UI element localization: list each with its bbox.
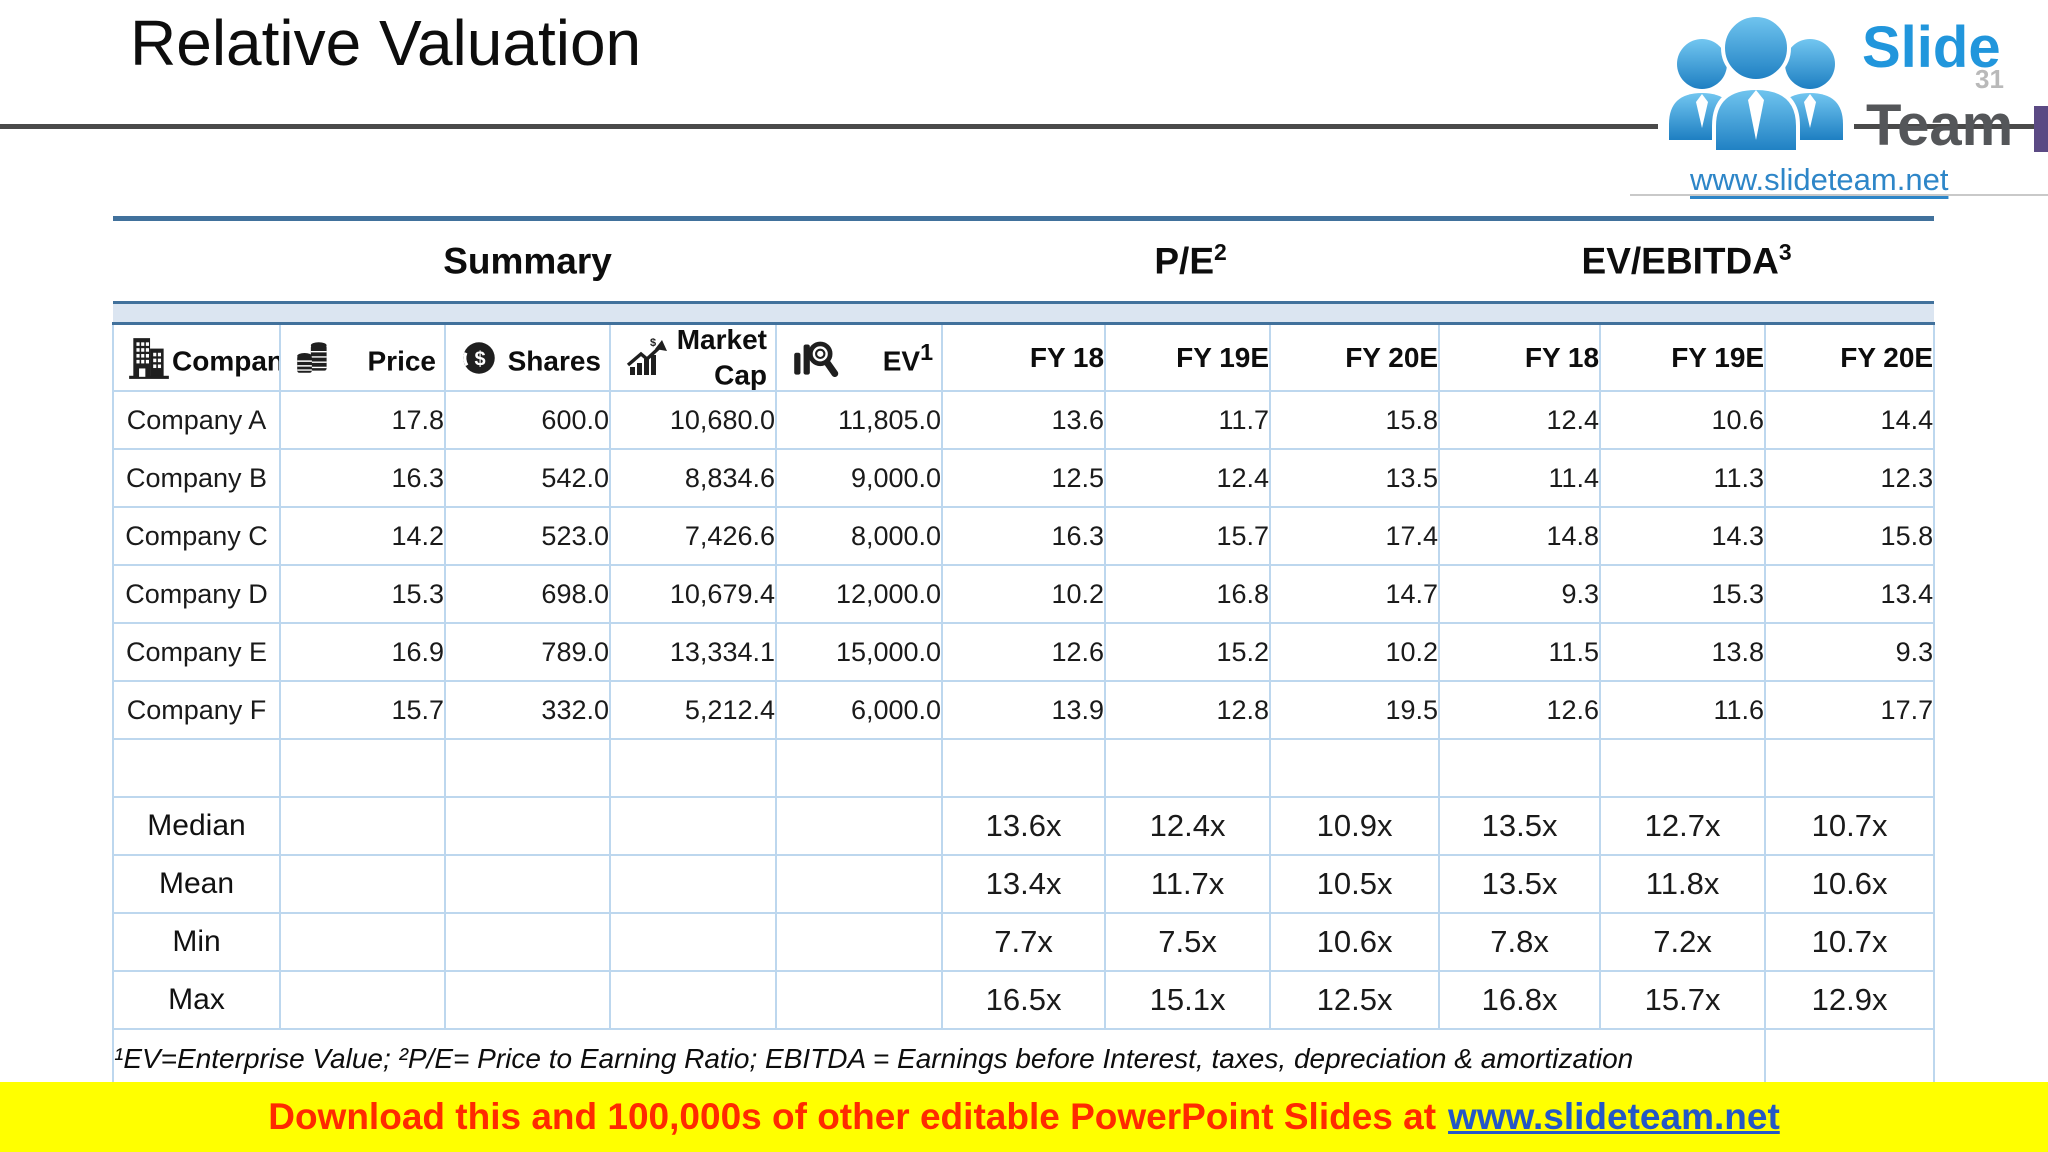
col-shares-label: Shares (507, 345, 601, 377)
company-name: Company E (112, 622, 281, 683)
growth-chart-icon: $ (623, 336, 673, 380)
section-header-row: Summary P/E2 EV/EBITDA3 (113, 216, 1935, 304)
company-name: Company B (112, 448, 281, 509)
footnote-row: ¹EV=Enterprise Value; ²P/E= Price to Ear… (111, 1028, 1936, 1091)
stat-row-min: Min 7.7x 7.5x 10.6x 7.8x 7.2x 10.7x (112, 912, 1936, 973)
col-market-cap: $ Market Cap (609, 322, 777, 393)
col-ev-label: EV1 (882, 338, 934, 377)
promo-banner-text: Download this and 100,000s of other edit… (268, 1096, 1437, 1137)
stat-row-max: Max 16.5x 15.1x 12.5x 16.8x 15.7x 12.9x (112, 970, 1936, 1031)
company-name: Company A (112, 390, 281, 451)
team-people-icon (1658, 8, 1854, 165)
table-row: Company B 16.3 542.0 8,834.6 9,000.0 12.… (112, 448, 1936, 509)
svg-text:$: $ (650, 337, 656, 349)
slideteam-logo: 31 Slide Team www.slideteam.net (1630, 4, 2048, 214)
col-market-cap-label: Market Cap (676, 324, 767, 391)
purple-edge-tab (2034, 106, 2048, 152)
table-row: Company D 15.3 698.0 10,679.4 12,000.0 1… (112, 564, 1936, 625)
col-company-label: Company (172, 345, 278, 377)
col-pe-fy19e: FY 19E (1104, 322, 1272, 393)
col-price-label: Price (367, 345, 437, 377)
promo-banner: Download this and 100,000s of other edit… (0, 1082, 2048, 1152)
svg-text:$: $ (475, 348, 486, 370)
stat-row-mean: Mean 13.4x 11.7x 10.5x 13.5x 11.8x 10.6x (112, 854, 1936, 915)
valuation-table: Summary P/E2 EV/EBITDA3 (111, 216, 1936, 1091)
col-price: Price (279, 322, 446, 393)
col-ev: EV1 (774, 322, 944, 393)
slide-number: 31 (1975, 64, 2004, 94)
logo-baseline (1630, 194, 2048, 196)
section-summary: Summary (113, 216, 943, 304)
logo-website-link[interactable]: www.slideteam.net (1690, 162, 1949, 197)
company-name: Company C (112, 506, 281, 567)
dollar-coin-icon: $ (458, 337, 500, 379)
logo-text-team: Team (1866, 93, 2014, 158)
building-icon (126, 335, 172, 381)
table-row: Company E 16.9 789.0 13,334.1 15,000.0 1… (112, 622, 1936, 683)
company-name: Company D (112, 564, 281, 625)
col-ev-fy18: FY 18 (1438, 322, 1602, 393)
col-ev-fy19e: FY 19E (1599, 322, 1767, 393)
col-company: Company (112, 322, 281, 393)
col-ev-fy20e: FY 20E (1764, 322, 1936, 393)
title-divider (0, 124, 2048, 129)
col-shares: $ Shares (444, 322, 611, 393)
table-row: Company A 17.8 600.0 10,680.0 11,805.0 1… (112, 390, 1936, 451)
page-title: Relative Valuation (130, 7, 642, 79)
column-header-row: Company Price (112, 322, 1936, 393)
chart-magnifier-icon (789, 337, 839, 379)
accent-band-row (113, 302, 1935, 325)
table-row: Company F 15.7 332.0 5,212.4 6,000.0 13.… (112, 680, 1936, 741)
stat-row-median: Median 13.6x 12.4x 10.9x 13.5x 12.7x 10.… (112, 796, 1936, 857)
spacer-row (112, 738, 1936, 799)
col-pe-fy20e: FY 20E (1269, 322, 1441, 393)
company-name: Company F (112, 680, 281, 741)
section-ev-ebitda: EV/EBITDA3 (1439, 216, 1935, 304)
table-row: Company C 14.2 523.0 7,426.6 8,000.0 16.… (112, 506, 1936, 567)
footnote-text: ¹EV=Enterprise Value; ²P/E= Price to Ear… (111, 1028, 1767, 1091)
coins-icon (293, 337, 335, 379)
section-pe: P/E2 (942, 216, 1440, 304)
promo-banner-link[interactable]: www.slideteam.net (1448, 1096, 1780, 1137)
logo-text-slide: Slide (1862, 15, 2001, 80)
col-pe-fy18: FY 18 (941, 322, 1107, 393)
